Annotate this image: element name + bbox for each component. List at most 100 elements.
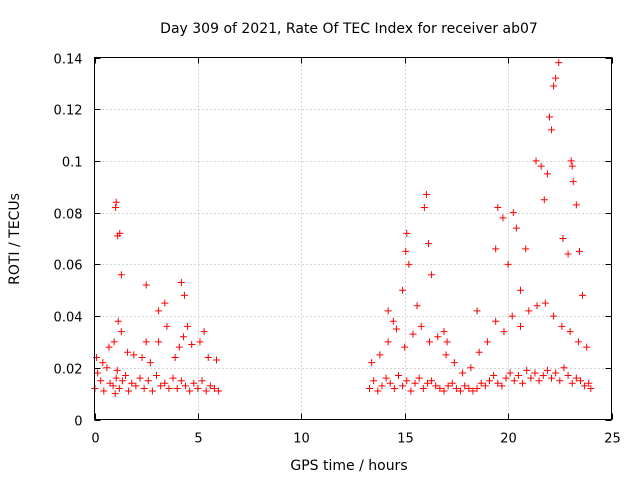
data-point	[202, 387, 210, 395]
data-point	[117, 271, 125, 279]
data-point	[569, 178, 577, 186]
data-point	[200, 328, 208, 336]
data-point	[428, 377, 436, 385]
data-point	[519, 379, 527, 387]
data-point	[506, 369, 514, 377]
data-point	[163, 322, 171, 330]
data-point	[390, 384, 398, 392]
x-tick-label: 0	[91, 432, 99, 447]
y-tick-label: 0.14	[54, 53, 83, 68]
chart-title: Day 309 of 2021, Rate Of TEC Index for r…	[160, 21, 538, 37]
data-points	[91, 59, 595, 398]
y-tick-label: 0.04	[54, 311, 83, 326]
data-point	[543, 170, 551, 178]
data-point	[105, 343, 113, 351]
data-point	[492, 245, 500, 253]
data-point	[426, 338, 434, 346]
data-point	[517, 322, 525, 330]
data-point	[368, 359, 376, 367]
data-point	[483, 338, 491, 346]
data-point	[514, 372, 522, 380]
data-point	[186, 387, 194, 395]
axis-ticks: 0 5 10 15 20 25 0 0.02 0.04 0.06 0.08 0.1 0.12 0.14	[54, 53, 621, 447]
data-point	[500, 328, 508, 336]
data-point	[112, 374, 120, 382]
data-point	[206, 382, 214, 390]
data-point	[459, 369, 467, 377]
data-point	[550, 312, 558, 320]
data-point	[405, 260, 413, 268]
data-point	[177, 377, 185, 385]
data-point	[97, 377, 105, 385]
data-point	[382, 374, 390, 382]
data-point	[110, 338, 118, 346]
grid	[94, 57, 612, 420]
data-point	[111, 390, 119, 398]
x-tick-label: 15	[397, 432, 414, 447]
data-point	[171, 353, 179, 361]
data-point	[550, 82, 558, 90]
data-point	[177, 278, 185, 286]
y-tick-label: 0	[74, 415, 82, 430]
data-point	[467, 364, 475, 372]
data-point	[409, 330, 417, 338]
data-point	[422, 191, 430, 199]
data-point	[469, 387, 477, 395]
data-point	[413, 302, 421, 310]
data-point	[556, 377, 564, 385]
data-point	[415, 374, 423, 382]
data-point	[559, 235, 567, 242]
data-point	[403, 377, 411, 385]
data-point	[531, 369, 539, 377]
data-point	[572, 374, 580, 382]
data-point	[525, 307, 533, 315]
data-point	[576, 377, 584, 385]
data-point	[161, 379, 169, 387]
data-point	[109, 382, 117, 390]
data-point	[492, 317, 500, 325]
data-point	[128, 379, 136, 387]
x-tick-label: 5	[194, 432, 202, 447]
x-axis-label: GPS time / hours	[290, 458, 407, 474]
data-point	[417, 322, 425, 330]
data-point	[179, 333, 187, 341]
data-point	[157, 382, 165, 390]
data-point	[490, 372, 498, 380]
data-point	[103, 364, 111, 372]
data-point	[509, 209, 517, 217]
data-point	[517, 286, 525, 294]
data-point	[443, 338, 451, 346]
data-point	[144, 377, 152, 385]
data-point	[188, 341, 196, 349]
data-point	[384, 307, 392, 315]
data-point	[540, 196, 548, 204]
data-point	[114, 317, 122, 325]
data-point	[477, 379, 485, 387]
data-point	[545, 113, 553, 121]
data-point	[411, 379, 419, 387]
data-point	[130, 351, 138, 359]
data-point	[184, 322, 192, 330]
y-axis-label: ROTI / TECUs	[7, 193, 23, 285]
data-point	[94, 369, 102, 377]
data-point	[440, 328, 448, 336]
data-point	[118, 377, 126, 385]
data-point	[583, 343, 591, 351]
x-tick-label: 25	[604, 432, 621, 447]
data-point	[194, 384, 202, 392]
data-point	[155, 307, 163, 315]
data-point	[161, 299, 169, 307]
y-tick-label: 0.08	[54, 208, 83, 223]
data-point	[428, 271, 436, 279]
data-point	[555, 59, 563, 67]
data-point	[581, 382, 589, 390]
data-point	[457, 387, 465, 395]
data-point	[523, 366, 531, 374]
data-point	[376, 351, 384, 359]
data-point	[568, 379, 576, 387]
y-tick-label: 0.02	[54, 363, 83, 378]
data-point	[148, 387, 156, 395]
data-point	[494, 379, 502, 387]
data-point	[535, 377, 543, 385]
data-point	[465, 384, 473, 392]
